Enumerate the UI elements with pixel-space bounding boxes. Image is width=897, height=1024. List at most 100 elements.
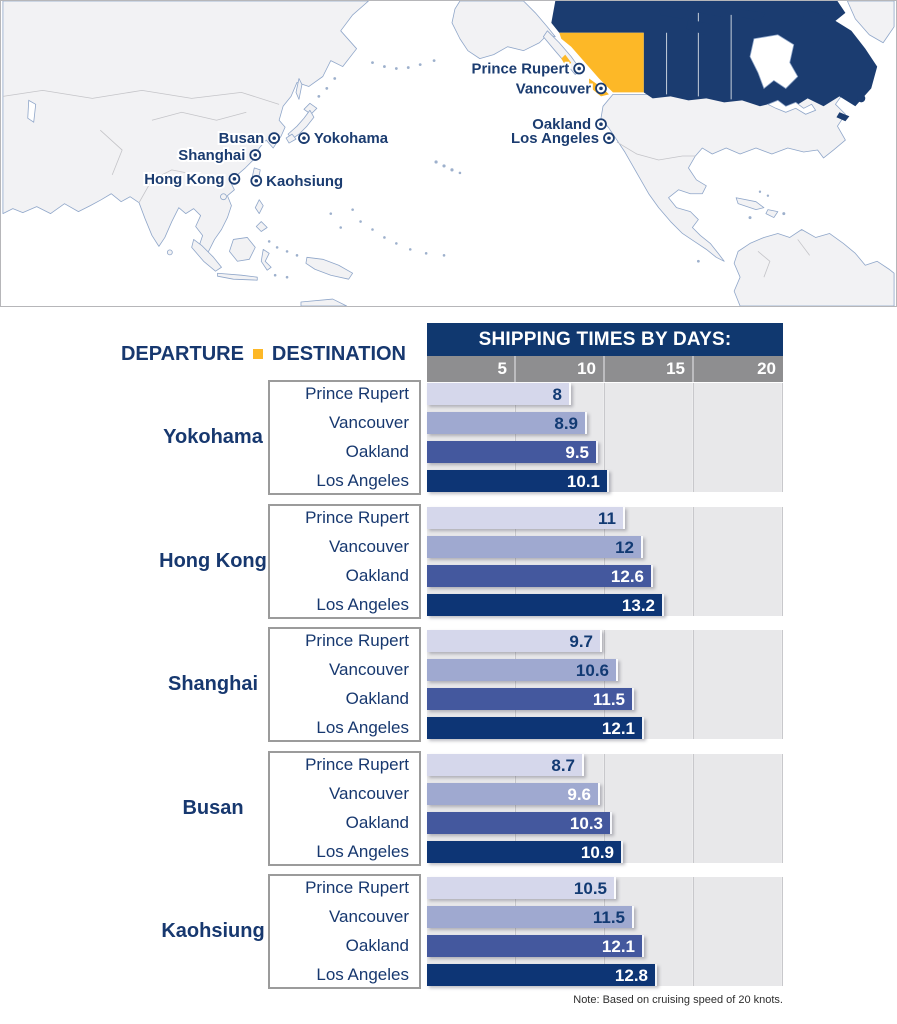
- port-marker-dot: [599, 122, 603, 126]
- port-label-los-angeles: Los Angeles: [511, 131, 599, 147]
- gridline-5: [514, 630, 516, 739]
- map-border-india: [138, 169, 197, 203]
- destination-label-box: Prince Rupert Vancouver Oakland Los Angeles: [268, 874, 421, 989]
- legend-swatch-icon: [252, 348, 263, 359]
- axis-tick-15: 15: [605, 356, 694, 382]
- port-marker-dot: [253, 153, 258, 157]
- destination-label-los-angeles: Los Angeles: [316, 718, 409, 737]
- destination-label-vancouver: Vancouver: [328, 907, 409, 926]
- bar-busan-vancouver: 9.6: [427, 782, 600, 805]
- map-victoria-island: [686, 18, 713, 35]
- gridline-10: [603, 383, 605, 492]
- bar-value-label: 10.5: [573, 879, 607, 898]
- map-srilanka: [166, 249, 173, 256]
- map-mindanao: [255, 221, 268, 232]
- map-arctic-island-3: [738, 8, 766, 21]
- departure-destination-legend: DEPARTURE DESTINATION: [0, 342, 406, 367]
- bar-yokohama-prince-rupert: 8: [427, 383, 571, 405]
- destination-label-box: Prince Rupert Vancouver Oakland Los Angeles: [268, 627, 421, 742]
- destination-label-vancouver: Vancouver: [328, 413, 409, 432]
- bar-value-label: 12.6: [610, 566, 644, 586]
- destination-label-los-angeles: Los Angeles: [316, 471, 409, 490]
- bar-kaohsiung-los-angeles: 12.8: [427, 964, 657, 986]
- map-kyushu: [285, 133, 297, 144]
- gridline-15: [692, 753, 694, 863]
- bar-busan-los-angeles: 10.9: [427, 840, 623, 863]
- bar-shanghai-los-angeles: 12.1: [427, 717, 644, 739]
- port-marker-dot: [599, 86, 603, 91]
- bar-value-label: 12.1: [601, 719, 635, 738]
- gridline-5: [514, 506, 516, 616]
- map-border-centralasia: [100, 129, 123, 176]
- gridline-5: [514, 753, 516, 863]
- bar-value-label: 12: [615, 537, 634, 557]
- departure-label-hong-kong: Hong Kong: [159, 549, 267, 572]
- destination-label-box: Prince Rupert Vancouver Oakland Los Angeles: [268, 503, 421, 619]
- gridline-5: [514, 877, 516, 986]
- bar-shanghai-prince-rupert: 9.7: [427, 630, 602, 652]
- map-border-us-mexico: [616, 141, 696, 161]
- bar-yokohama-oakland: 9.5: [427, 441, 598, 463]
- port-kaohsiung: Kaohsiung: [250, 172, 345, 192]
- gridline-20: [781, 877, 783, 986]
- bar-plot-area: 10.5 11.5 12.1 12.8: [427, 877, 783, 986]
- port-label-hong-kong: Hong Kong: [144, 172, 224, 188]
- map-pacific-islands: [267, 59, 770, 279]
- bar-value-label: 11.5: [592, 908, 625, 927]
- axis-tick-10: 10: [516, 356, 605, 382]
- bar-value-label: 12.8: [614, 966, 648, 985]
- axis-tick-5: 5: [427, 356, 516, 382]
- port-hong-kong: Hong Kong: [142, 170, 241, 190]
- bar-value-label: 10.9: [580, 842, 614, 862]
- departure-label-shanghai: Shanghai: [167, 673, 258, 695]
- bar-plot-area: 8.7 9.6 10.3 10.9: [427, 753, 783, 863]
- destination-label-prince-rupert: Prince Rupert: [305, 507, 409, 527]
- map-newguinea: [305, 256, 354, 280]
- chart-axis-bar: 5 10 15 20: [427, 356, 783, 382]
- destination-label-vancouver: Vancouver: [328, 783, 409, 803]
- bar-plot-area: 11 12 12.6 13.2: [427, 506, 783, 616]
- destination-label-box: Prince Rupert Vancouver Oakland Los Angeles: [268, 380, 421, 495]
- gridline-10: [603, 506, 605, 616]
- map-ak-panhandle: [542, 30, 582, 75]
- bar-hong-kong-prince-rupert: 11: [427, 506, 625, 529]
- port-label-shanghai: Shanghai: [178, 148, 245, 164]
- bar-value-label: 10.1: [566, 472, 600, 491]
- departure-label-yokohama: Yokohama: [163, 426, 263, 448]
- port-oakland: Oakland: [530, 115, 607, 135]
- map-greenland: [846, 1, 895, 44]
- pacific-map: Busan Yokohama Shanghai Hong Kong Kaohsiung P…: [0, 0, 897, 307]
- gridline-15: [692, 383, 694, 492]
- port-marker-dot: [272, 136, 276, 140]
- axis-tick-20: 20: [757, 359, 776, 378]
- map-british-columbia: [559, 32, 644, 93]
- port-label-vancouver: Vancouver: [516, 81, 592, 97]
- bar-kaohsiung-prince-rupert: 10.5: [427, 877, 616, 899]
- destination-label-vancouver: Vancouver: [328, 660, 409, 679]
- bar-value-label: 10.3: [569, 813, 603, 833]
- shipping-times-chart: DEPARTURE DESTINATION SHIPPING TIMES BY D…: [0, 307, 897, 1024]
- bar-value-label: 10.6: [575, 661, 609, 680]
- bar-value-label: 11.5: [592, 690, 625, 709]
- chart-group-kaohsiung: Kaohsiung Prince Rupert Vancouver Oakland Lo…: [0, 874, 897, 989]
- port-marker-dot: [577, 66, 581, 71]
- chart-group-shanghai: Shanghai Prince Rupert Vancouver Oakland Los…: [0, 627, 897, 742]
- gridline-20: [781, 383, 783, 492]
- gridline-15: [692, 877, 694, 986]
- destination-label-los-angeles: Los Angeles: [316, 965, 409, 984]
- map-australia-tip: [300, 298, 348, 306]
- port-marker-dot: [302, 136, 306, 140]
- chart-group-yokohama: Yokohama Prince Rupert Vancouver Oakland Los…: [0, 380, 897, 495]
- departure-label-busan: Busan: [182, 796, 244, 819]
- map-jamaica: [748, 216, 752, 220]
- gridline-10: [603, 877, 605, 986]
- map-sulawesi: [260, 248, 272, 271]
- bar-hong-kong-vancouver: 12: [427, 535, 643, 558]
- map-cuba: [735, 197, 765, 211]
- port-marker-dot: [607, 136, 611, 140]
- map-border-russia: [2, 90, 280, 105]
- bar-value-label: 8.7: [551, 755, 575, 775]
- port-marker-dot: [254, 179, 259, 183]
- gridline-10: [603, 753, 605, 863]
- bar-shanghai-oakland: 11.5: [427, 688, 634, 710]
